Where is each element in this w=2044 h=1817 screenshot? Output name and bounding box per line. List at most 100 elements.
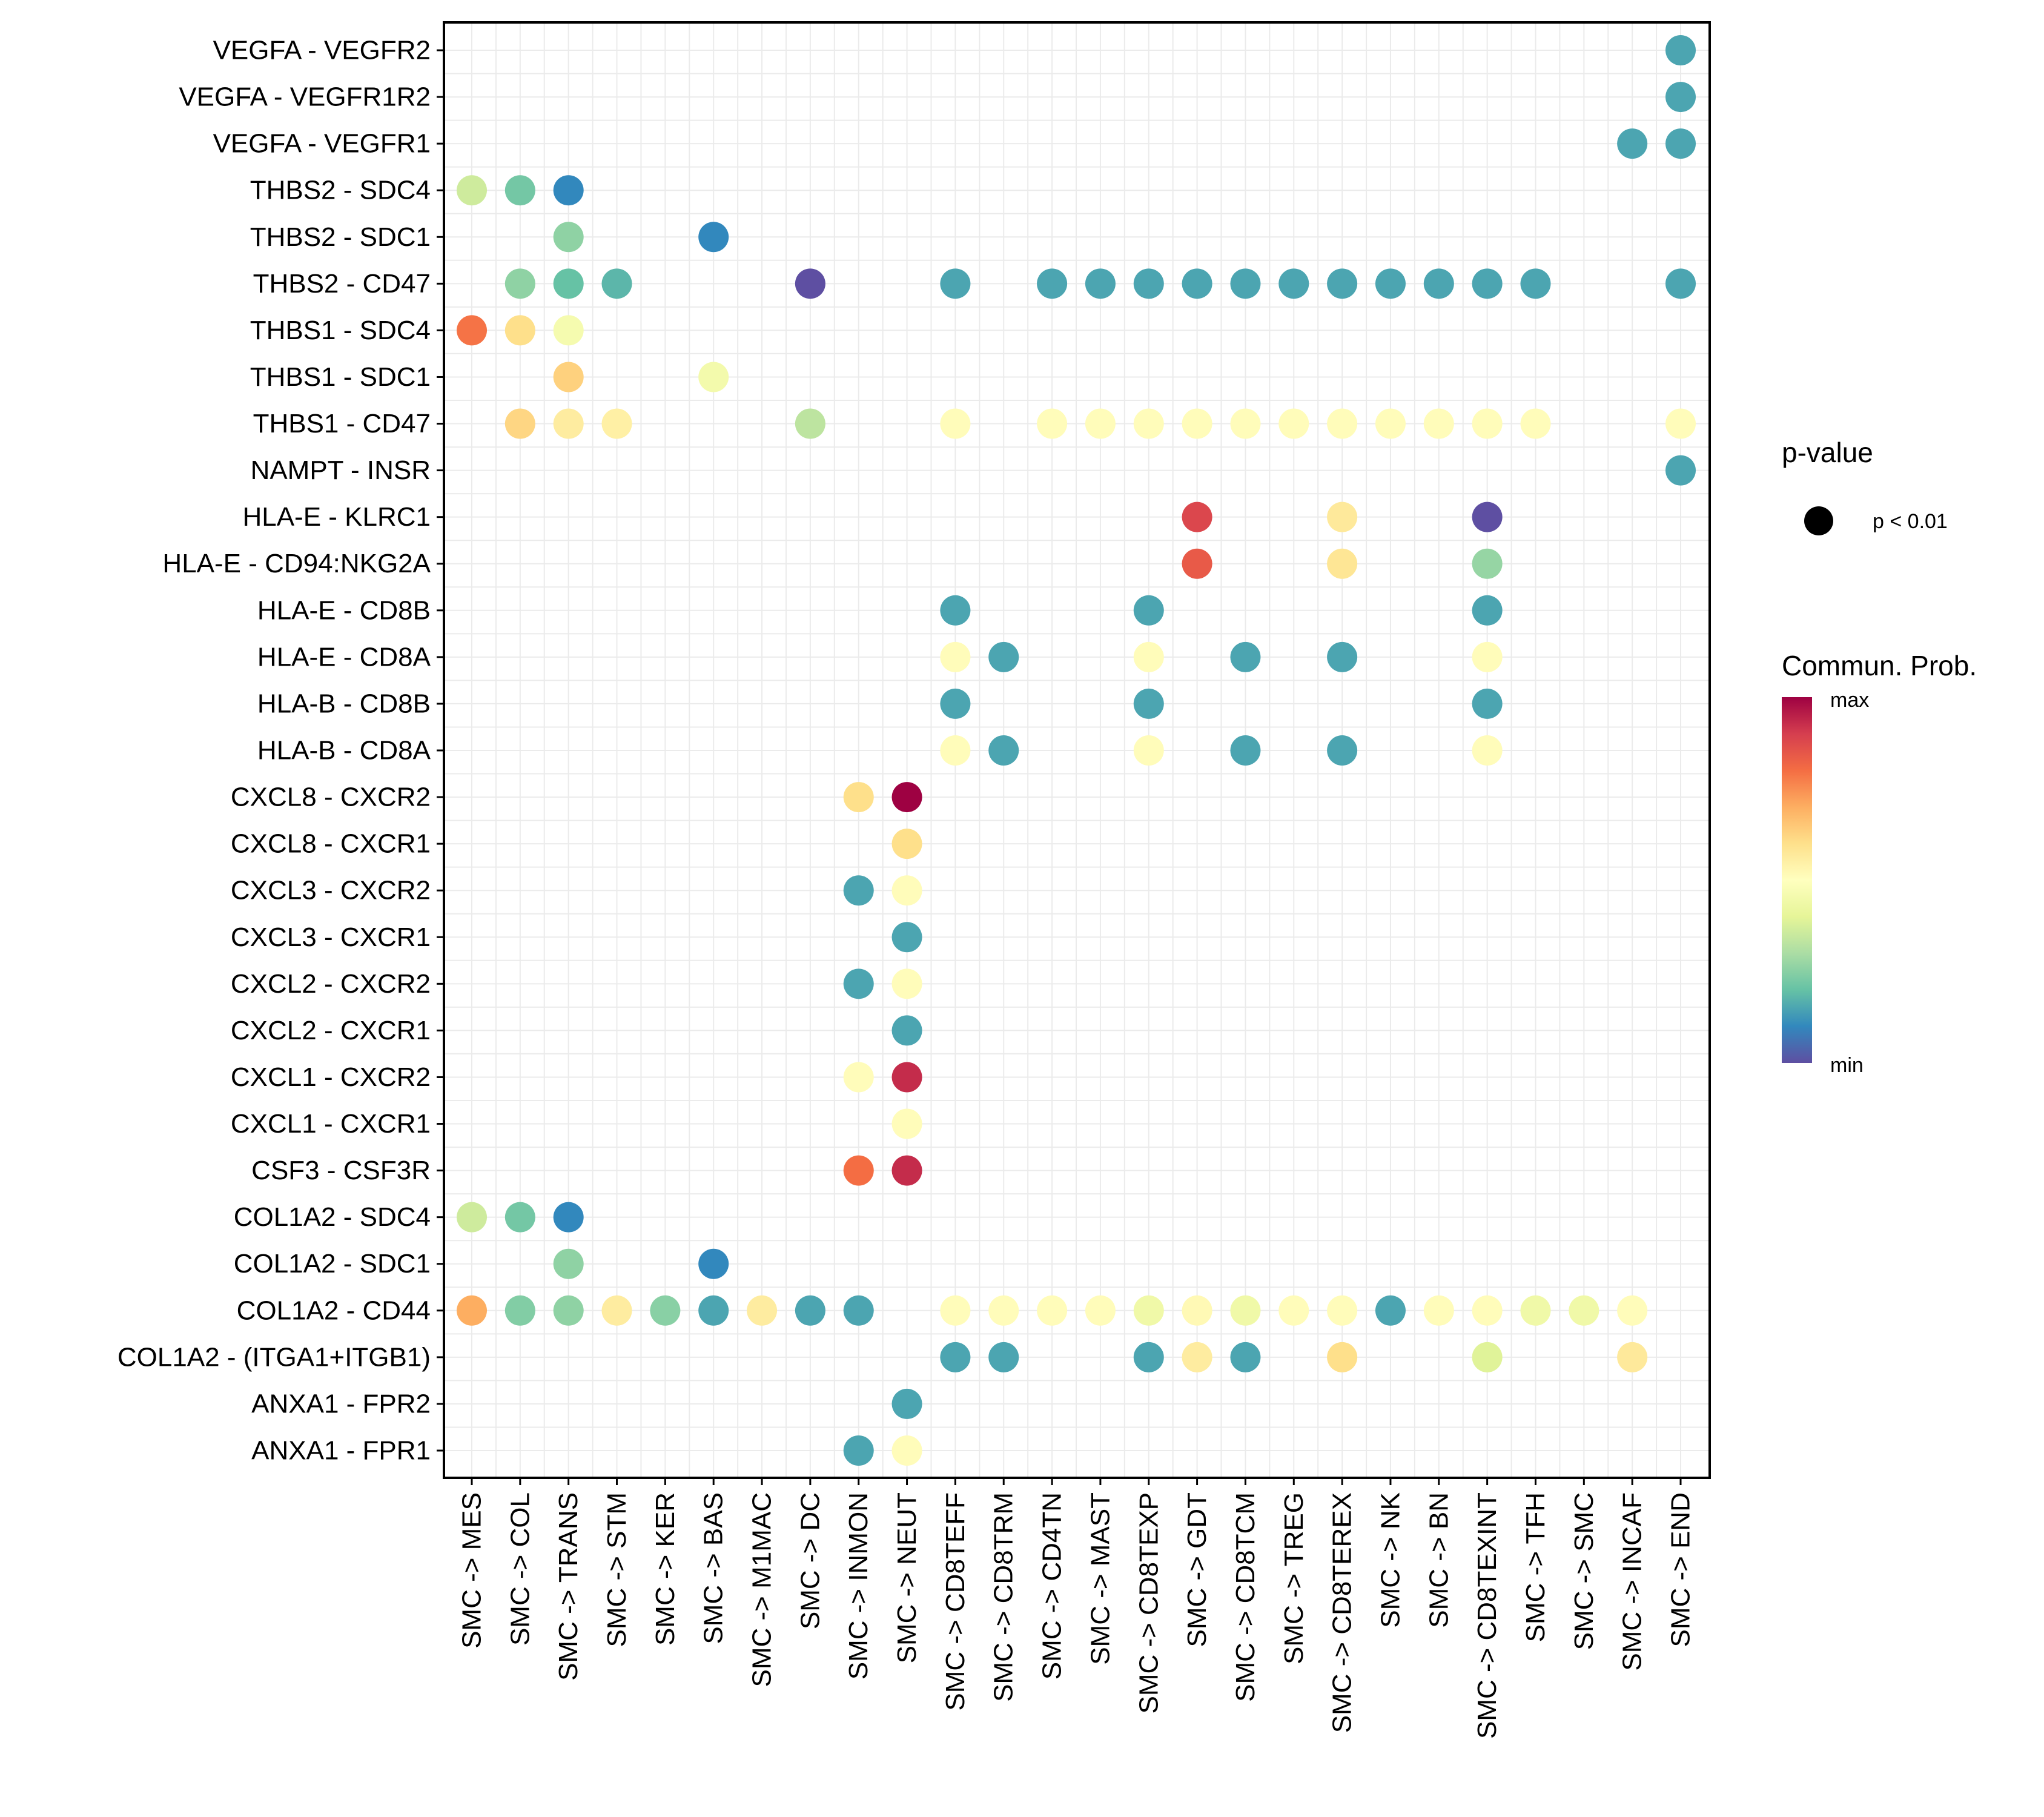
dot	[1327, 1342, 1358, 1372]
dot	[1472, 1295, 1503, 1326]
dot	[1182, 548, 1212, 579]
dot	[1327, 501, 1358, 532]
dot	[1037, 1295, 1068, 1326]
dot	[698, 1248, 729, 1279]
y-tick-label: VEGFA - VEGFR1	[213, 129, 431, 159]
dot	[1230, 268, 1261, 299]
dot	[1230, 641, 1261, 672]
dot	[1665, 268, 1696, 299]
x-tick-label: SMC -> CD8TEXP	[1134, 1492, 1163, 1714]
dot	[1182, 1295, 1212, 1326]
dot	[553, 175, 584, 206]
y-tick-label: CXCL2 - CXCR1	[231, 1016, 431, 1045]
colorbar-min-label: min	[1830, 1054, 1864, 1077]
dot	[891, 1435, 922, 1466]
dot	[1520, 268, 1551, 299]
y-tick-label: NAMPT - INSR	[251, 455, 431, 485]
dot	[553, 268, 584, 299]
y-tick-label: THBS2 - CD47	[253, 269, 431, 299]
dot	[1230, 408, 1261, 439]
dot	[843, 968, 874, 999]
dot	[553, 1248, 584, 1279]
y-tick-label: ANXA1 - FPR2	[251, 1389, 431, 1418]
dot	[795, 1295, 825, 1326]
x-tick-label: SMC -> INCAF	[1618, 1492, 1647, 1671]
dot	[843, 1062, 874, 1093]
dot	[940, 1342, 971, 1372]
dot	[1278, 408, 1309, 439]
dot	[504, 408, 535, 439]
dot	[988, 735, 1019, 766]
x-tick-label: SMC -> MES	[457, 1492, 487, 1649]
dot	[601, 1295, 632, 1326]
dot	[940, 641, 971, 672]
dot	[1327, 268, 1358, 299]
dot	[940, 268, 971, 299]
legend-color-title: Commun. Prob.	[1782, 650, 1977, 681]
x-tick-label: SMC -> STM	[602, 1492, 632, 1647]
y-tick-label: HLA-E - CD8B	[257, 595, 431, 625]
dot	[1617, 1295, 1648, 1326]
x-tick-label: SMC -> TREG	[1279, 1492, 1309, 1664]
colorbar	[1782, 697, 1812, 1063]
y-tick-label: COL1A2 - SDC4	[234, 1202, 431, 1232]
x-tick-label: SMC -> NEUT	[892, 1492, 922, 1663]
dot	[1133, 641, 1164, 672]
x-tick-label: SMC -> TFH	[1521, 1492, 1550, 1642]
dot	[553, 1202, 584, 1233]
y-tick-label: THBS2 - SDC1	[250, 222, 431, 252]
dot	[795, 268, 825, 299]
dot	[891, 922, 922, 953]
y-tick-label: THBS1 - CD47	[253, 409, 431, 439]
dot	[457, 175, 487, 206]
dot	[1133, 735, 1164, 766]
y-tick-label: VEGFA - VEGFR1R2	[179, 82, 431, 112]
dot	[1472, 501, 1503, 532]
y-tick-label: CXCL3 - CXCR2	[231, 876, 431, 905]
y-tick-label: THBS2 - SDC4	[250, 176, 431, 205]
y-tick-label: CSF3 - CSF3R	[251, 1156, 431, 1185]
dot	[1278, 268, 1309, 299]
dot	[1423, 408, 1454, 439]
dot	[1423, 1295, 1454, 1326]
y-tick-label: VEGFA - VEGFR2	[213, 36, 431, 65]
dot	[1520, 408, 1551, 439]
dot	[1327, 735, 1358, 766]
dot	[891, 782, 922, 813]
dot	[1230, 1342, 1261, 1372]
colorbar-max-label: max	[1830, 689, 1869, 712]
y-tick-label: HLA-B - CD8A	[257, 736, 431, 766]
dot	[457, 1202, 487, 1233]
dot	[891, 968, 922, 999]
dot	[1230, 1295, 1261, 1326]
x-tick-label: SMC -> NK	[1375, 1492, 1405, 1628]
dot	[504, 268, 535, 299]
y-tick-label: CXCL1 - CXCR2	[231, 1062, 431, 1092]
legend: p-value p < 0.01 Commun. Prob. max min	[1782, 437, 1977, 1077]
dot	[698, 362, 729, 392]
dot	[940, 1295, 971, 1326]
y-tick-label: COL1A2 - (ITGA1+ITGB1)	[117, 1342, 431, 1372]
dot	[1182, 501, 1212, 532]
dot	[843, 875, 874, 906]
x-tick-label: SMC -> MAST	[1085, 1492, 1115, 1665]
dot	[843, 782, 874, 813]
dot	[1230, 735, 1261, 766]
dot	[698, 1295, 729, 1326]
y-tick-label: HLA-B - CD8B	[257, 689, 431, 718]
dot	[843, 1155, 874, 1186]
dot	[1327, 1295, 1358, 1326]
dot	[891, 1108, 922, 1139]
dot	[1617, 1342, 1648, 1372]
y-tick-label: THBS1 - SDC1	[250, 362, 431, 392]
dot	[1472, 641, 1503, 672]
dot	[988, 1342, 1019, 1372]
grid-lines	[444, 22, 1710, 1478]
x-tick-label: SMC -> INMON	[844, 1492, 873, 1680]
dot	[1037, 268, 1068, 299]
dot	[1617, 128, 1648, 159]
dot	[1133, 688, 1164, 719]
dot	[1472, 595, 1503, 626]
dot	[1665, 128, 1696, 159]
